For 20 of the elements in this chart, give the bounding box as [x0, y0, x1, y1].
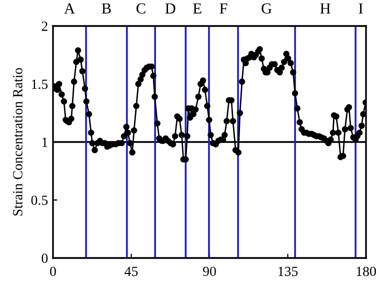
- text: B: [102, 3, 111, 14]
- y-tick-label: 0: [42, 254, 48, 263]
- text: A: [64, 3, 75, 14]
- text: E: [193, 3, 202, 14]
- text: I: [358, 3, 363, 14]
- x-tick-label: 135: [278, 266, 298, 276]
- y-tick-label: 0.5: [31, 196, 48, 206]
- x-tick-label: 180: [356, 266, 376, 276]
- text: G: [262, 3, 272, 14]
- text: H: [320, 3, 330, 14]
- x-tick-label: 45: [124, 266, 138, 276]
- y-tick-label: 2: [42, 22, 48, 31]
- text: C: [136, 3, 146, 14]
- x-tick-label: 0: [50, 266, 56, 276]
- y-tick-label: 1: [42, 138, 48, 147]
- y-axis-title: Strain Concentration Ratio: [13, 68, 22, 216]
- y-tick-label: 1.5: [32, 80, 48, 90]
- x-tick-label: 90: [203, 266, 216, 276]
- text: F: [220, 3, 228, 14]
- text: D: [165, 3, 176, 14]
